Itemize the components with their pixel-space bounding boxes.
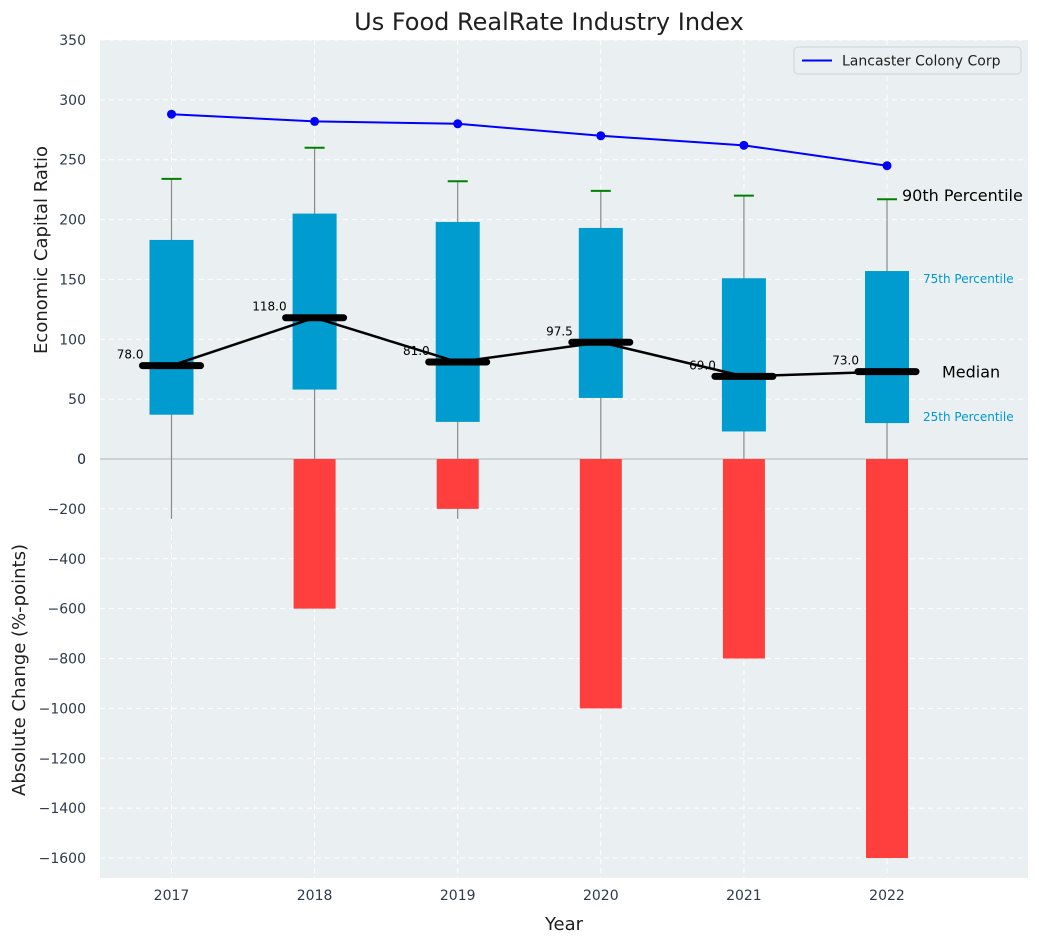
- y-tick-label-top: 100: [59, 332, 86, 348]
- y-tick-label-bottom: −800: [48, 652, 86, 668]
- legend: Lancaster Colony Corp: [793, 46, 1022, 75]
- chart-title: Us Food RealRate Industry Index: [354, 8, 744, 36]
- iqr-box: [865, 271, 909, 424]
- y-tick-label-bottom: −1200: [39, 751, 86, 767]
- legend-box: [793, 46, 1022, 75]
- tick-labels: 0501001502002503003500−200−400−600−800−1…: [39, 33, 905, 904]
- y-tick-label-top: 0: [77, 452, 86, 468]
- company-point: [596, 131, 606, 141]
- y-tick-label-top: 300: [59, 93, 86, 109]
- company-point: [739, 140, 749, 150]
- iqr-box: [721, 278, 766, 432]
- y-tick-label-top: 150: [59, 272, 86, 288]
- y-tick-label-bottom: −200: [48, 502, 86, 518]
- iqr-box: [578, 227, 623, 398]
- change-bar: [579, 459, 622, 709]
- annotation-90th: 90th Percentile: [902, 186, 1023, 205]
- median-series: 78.0 118.0 81.0 97.5 69.0 73.0: [117, 300, 920, 380]
- legend-label: Lancaster Colony Corp: [842, 54, 1001, 70]
- annotation-75th: 75th Percentile: [923, 272, 1014, 286]
- company-series: [167, 109, 892, 171]
- x-tick-label: 2021: [726, 888, 762, 904]
- change-bars: [293, 459, 908, 859]
- annotation-median: Median: [942, 363, 1000, 382]
- annotation-25th: 25th Percentile: [923, 410, 1014, 424]
- x-tick-label: 2017: [154, 888, 190, 904]
- median-data-label: 78.0: [117, 348, 144, 362]
- y-tick-label-bottom: −600: [48, 602, 86, 618]
- y-tick-label-top: 250: [59, 153, 86, 169]
- y-axis-label-bottom: Absolute Change (%-points): [9, 544, 30, 796]
- change-bar: [722, 459, 765, 659]
- annotations: 90th Percentile 75th Percentile Median 25th…: [902, 186, 1023, 424]
- x-axis-label: Year: [544, 914, 584, 935]
- x-tick-label: 2018: [297, 888, 333, 904]
- y-axis-label-top: Economic Capital Ratio: [31, 146, 52, 354]
- iqr-box: [292, 213, 337, 390]
- median-data-label: 118.0: [252, 300, 286, 314]
- y-tick-label-bottom: 0: [77, 452, 86, 468]
- iqr-box: [149, 239, 194, 415]
- company-point: [167, 109, 176, 119]
- median-data-label: 97.5: [546, 324, 573, 338]
- median-data-label: 73.0: [832, 354, 859, 368]
- y-tick-label-bottom: −400: [48, 552, 86, 568]
- x-tick-label: 2020: [583, 888, 619, 904]
- y-tick-label-top: 350: [59, 33, 86, 49]
- median-data-label: 69.0: [689, 358, 716, 372]
- change-bar: [866, 459, 908, 859]
- x-tick-label: 2022: [869, 888, 905, 904]
- boxes: [149, 213, 909, 432]
- median-data-label: 81.0: [403, 344, 430, 358]
- y-tick-label-bottom: −1000: [39, 701, 86, 717]
- y-tick-label-top: 50: [68, 392, 86, 408]
- y-tick-label-bottom: −1600: [39, 851, 86, 867]
- company-point: [310, 116, 320, 126]
- change-bar: [436, 459, 479, 509]
- change-bar: [293, 459, 336, 609]
- company-point: [882, 161, 892, 171]
- y-tick-label-top: 200: [59, 213, 86, 229]
- y-tick-label-bottom: −1400: [39, 801, 86, 817]
- company-point: [453, 119, 463, 129]
- iqr-box: [435, 221, 480, 422]
- company-line: [171, 113, 888, 167]
- x-tick-label: 2019: [440, 888, 476, 904]
